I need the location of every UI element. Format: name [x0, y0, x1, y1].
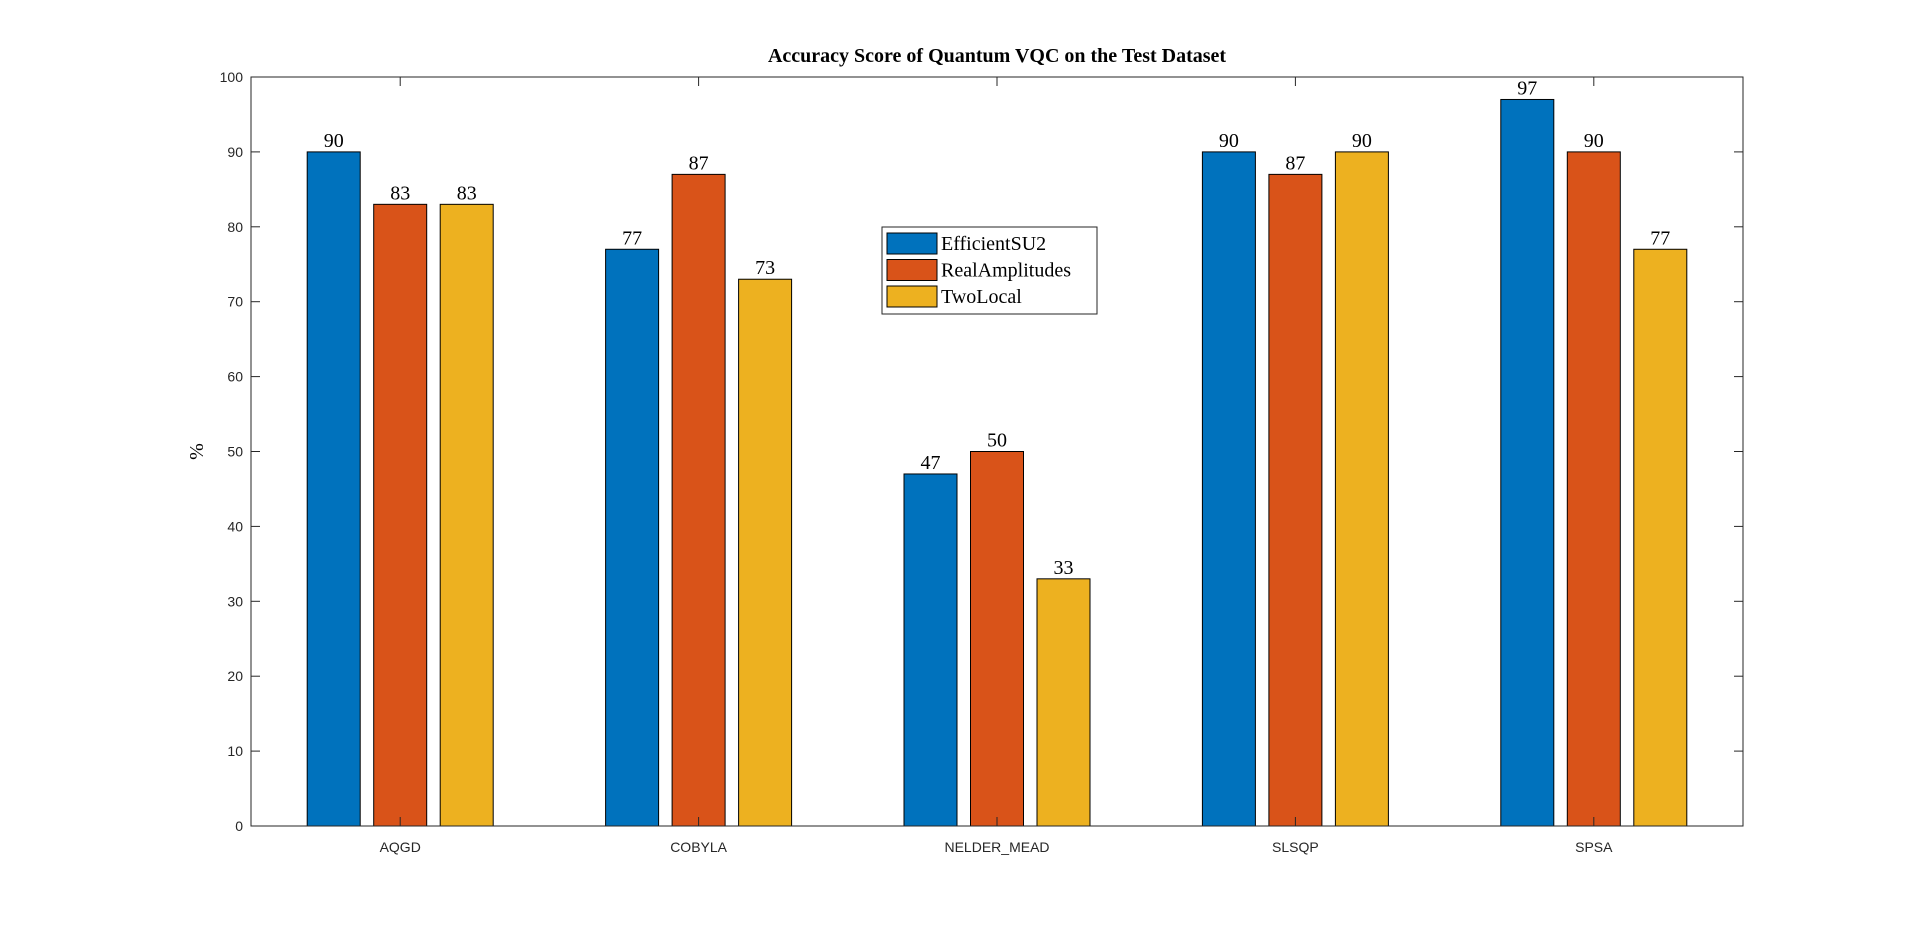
bar-aqgd-realamplitudes [373, 203, 428, 827]
y-tick-label: 100 [220, 69, 244, 85]
data-label: 87 [689, 152, 709, 174]
data-label: 90 [324, 130, 344, 152]
bar-aqgd-efficientsu2 [306, 151, 361, 827]
data-label: 73 [755, 257, 775, 279]
data-label: 83 [390, 182, 410, 204]
bar-cobyla-efficientsu2 [605, 248, 660, 827]
bar-nelder-mead-efficientsu2 [903, 473, 958, 827]
data-label: 87 [1285, 152, 1305, 174]
y-tick-label: 10 [227, 743, 243, 759]
bar-slsqp-realamplitudes [1268, 173, 1323, 827]
axes-layer: AQGD COBYLA NELDER_MEAD SLSQP SPSA 0 10 20 30 40 5… [220, 69, 1744, 855]
bar-spsa-twolocal [1633, 248, 1688, 827]
legend-swatch-twolocal [886, 285, 938, 308]
chart-title: Accuracy Score of Quantum VQC on the Tes… [768, 45, 1226, 67]
data-label: 77 [622, 227, 642, 249]
y-tick-label: 60 [227, 369, 243, 385]
legend: EfficientSU2 RealAmplitudes TwoLocal [881, 226, 1098, 315]
y-axis-label: % [186, 443, 208, 460]
bar-slsqp-efficientsu2 [1201, 151, 1256, 827]
y-tick-label: 50 [227, 444, 243, 460]
y-tick-label: 20 [227, 668, 243, 684]
y-tick-label: 0 [235, 818, 243, 834]
x-tick-label: SLSQP [1272, 839, 1319, 855]
bar-spsa-realamplitudes [1566, 151, 1621, 827]
legend-label-efficientsu2: EfficientSU2 [941, 233, 1046, 255]
data-label: 90 [1219, 130, 1239, 152]
y-tick-label: 80 [227, 219, 243, 235]
bars-layer [306, 98, 1688, 827]
x-tick-label: NELDER_MEAD [944, 839, 1049, 855]
bar-cobyla-twolocal [738, 278, 793, 827]
legend-label-realamplitudes: RealAmplitudes [941, 260, 1071, 282]
bar-aqgd-twolocal [439, 203, 494, 827]
y-tick-label: 70 [227, 294, 243, 310]
bar-slsqp-twolocal [1334, 151, 1389, 827]
x-tick-label: COBYLA [670, 839, 727, 855]
legend-swatch-efficientsu2 [886, 232, 938, 255]
bar-nelder-mead-realamplitudes [970, 451, 1024, 827]
bar-spsa-efficientsu2 [1500, 98, 1555, 827]
data-label: 83 [457, 182, 477, 204]
plot-frame [250, 76, 1744, 827]
data-label: 47 [921, 452, 941, 474]
data-label: 90 [1352, 130, 1372, 152]
x-tick-label: SPSA [1575, 839, 1613, 855]
y-tick-label: 90 [227, 144, 243, 160]
y-tick-label: 30 [227, 593, 243, 609]
bar-nelder-mead-twolocal [1036, 578, 1091, 827]
y-tick-label: 40 [227, 518, 243, 534]
legend-swatch-realamplitudes [886, 259, 938, 281]
data-labels-layer: 90 83 83 77 87 73 47 50 33 90 87 90 97 90 77 [324, 77, 1671, 578]
data-label: 90 [1584, 130, 1604, 152]
x-tick-label: AQGD [380, 839, 421, 855]
data-label: 77 [1650, 227, 1670, 249]
bar-cobyla-realamplitudes [671, 173, 726, 827]
legend-label-twolocal: TwoLocal [941, 286, 1022, 308]
data-label: 33 [1054, 557, 1074, 579]
data-label: 50 [987, 430, 1007, 452]
data-label: 97 [1517, 77, 1537, 99]
